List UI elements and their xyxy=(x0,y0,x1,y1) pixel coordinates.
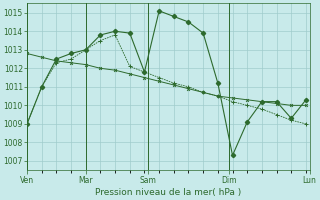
X-axis label: Pression niveau de la mer( hPa ): Pression niveau de la mer( hPa ) xyxy=(95,188,241,197)
